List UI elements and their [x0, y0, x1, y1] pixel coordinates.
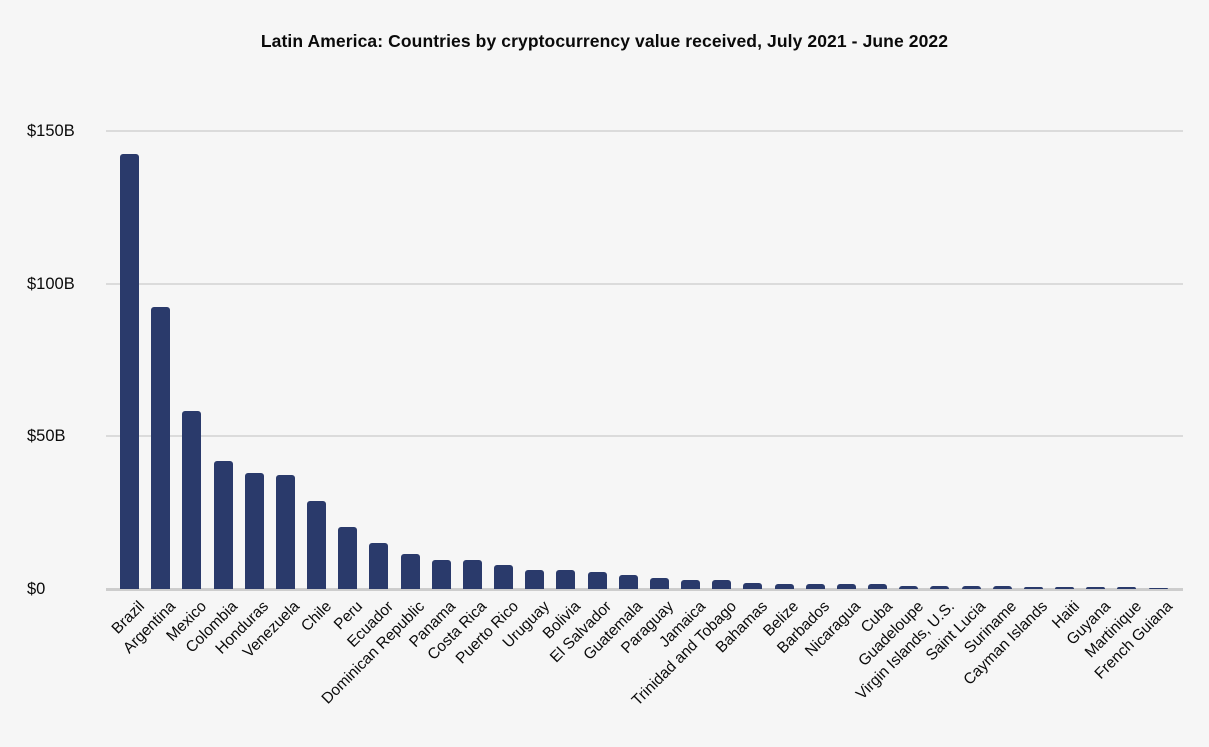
bar-barbados [805, 583, 825, 589]
bar-uruguay [525, 570, 545, 589]
bar-paraguay [649, 578, 669, 589]
y-tick-label-50: $50B [27, 427, 66, 446]
y-tick-label-0: $0 [27, 580, 46, 598]
bar-trinidad-and-tobago [712, 580, 732, 589]
gridline-150 [106, 130, 1183, 132]
bar-peru [338, 527, 358, 589]
y-tick-label-150: $150B [27, 122, 75, 140]
bar-ecuador [369, 543, 389, 589]
bar-el-salvador [587, 571, 607, 589]
bar-guadeloupe [899, 585, 919, 589]
y-tick-label-100: $100B [27, 274, 75, 293]
bar-virgin-islands-u-s [930, 586, 950, 589]
chart-title: Latin America: Countries by cryptocurren… [260, 31, 949, 51]
bar-venezuela [275, 474, 295, 589]
bar-nicaragua [836, 584, 856, 589]
bar-cayman-islands [1023, 587, 1043, 589]
gridline-100 [106, 282, 1183, 285]
bar-haiti [1055, 587, 1075, 589]
bar-argentina [151, 307, 171, 589]
bar-french-guiana [1148, 587, 1168, 589]
x-axis-line [106, 588, 1183, 591]
bar-honduras [244, 472, 264, 589]
bar-jamaica [681, 579, 701, 589]
bar-chile [307, 501, 327, 589]
bar-colombia [213, 460, 233, 589]
bar-belize [774, 583, 794, 589]
bar-puerto-rico [494, 565, 514, 589]
bar-bahamas [743, 582, 763, 589]
x-tick-label-chile: Chile [297, 598, 335, 636]
bar-suriname [992, 586, 1012, 589]
bar-bolivia [556, 570, 576, 589]
bar-mexico [182, 411, 202, 589]
bar-brazil [120, 153, 139, 589]
gridline-50 [106, 435, 1183, 438]
bar-martinique [1117, 587, 1137, 589]
bar-dominican-republic [400, 553, 420, 589]
bar-cuba [868, 584, 888, 589]
bar-costa-rica [462, 560, 482, 589]
bar-panama [431, 559, 451, 589]
bar-guyana [1086, 587, 1106, 589]
bar-guatemala [618, 574, 638, 589]
bar-saint-lucia [961, 586, 981, 589]
